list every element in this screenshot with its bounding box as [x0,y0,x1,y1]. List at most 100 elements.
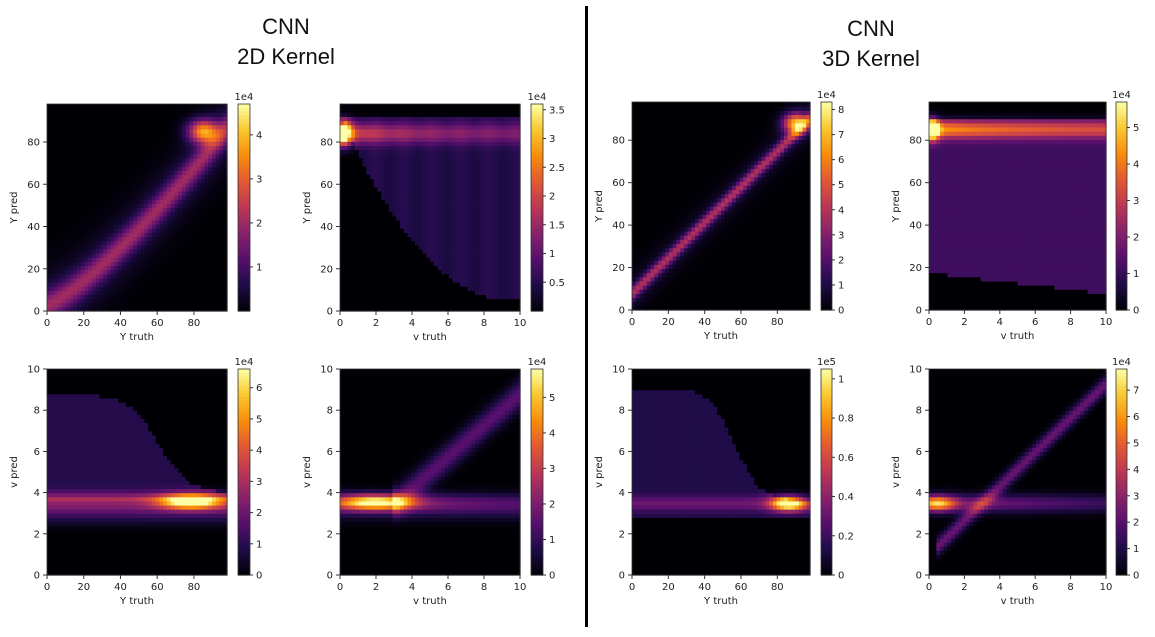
colorbar-tick-label: 1 [549,535,555,546]
colorbar-tick-label: 3 [1133,491,1139,502]
y-tick-label: 0 [619,571,625,582]
x-tick-label: 10 [514,318,527,329]
plot-frame [46,103,228,312]
colorbar-multiplier: 1e4 [1112,90,1131,101]
x-tick-label: 4 [409,318,415,329]
colorbar-multiplier: 1e4 [528,357,547,368]
plot-frame [928,368,1107,576]
x-tick-label: 6 [445,318,451,329]
colorbar-tick-label: 2 [256,218,262,229]
colorbar [1116,369,1127,576]
colorbar-frame [1115,368,1128,576]
x-tick-label: 0 [629,582,635,593]
colorbar-tick-label: 4 [1133,465,1139,476]
y-tick-label: 80 [909,136,922,147]
colorbar-tick-label: 3 [838,230,844,241]
x-axis-label: Y truth [703,331,738,342]
colorbar-tick-label: 3 [256,174,262,185]
x-tick-label: 6 [1032,317,1038,328]
heatmap-cells [47,104,228,312]
colorbar-tick-label: 2 [838,255,844,266]
colorbar-tick-label: 0.4 [838,492,854,503]
x-tick-label: 80 [188,318,201,329]
y-tick-label: 0 [916,571,922,582]
x-tick-label: 2 [961,317,967,328]
colorbar-tick-label: 5 [549,393,555,404]
colorbar-multiplier: 1e4 [817,90,836,101]
colorbar-tick-label: 8 [838,105,844,116]
y-tick-label: 2 [916,529,922,540]
y-tick-label: 6 [916,447,922,458]
x-tick-label: 80 [771,582,784,593]
colorbar-tick-label: 7 [1133,386,1139,397]
section-title-3d: CNN 3D Kernel [771,14,971,74]
colorbar-frame [530,368,544,576]
x-tick-label: 40 [698,317,711,328]
heatmap-cells [929,102,1107,311]
x-tick-label: 0 [44,582,50,593]
x-tick-label: 20 [77,582,90,593]
colorbar-tick-label: 1 [1133,269,1139,280]
y-tick-label: 40 [612,221,625,232]
colorbar-tick-label: 5 [1133,438,1139,449]
y-axis-label: Y pred [9,191,20,224]
colorbar-tick-label: 0.2 [838,531,854,542]
x-tick-label: 8 [1067,582,1073,593]
colorbar-frame [237,103,251,312]
colorbar-multiplier: 1e4 [235,357,254,368]
x-axis-label: v truth [1001,596,1035,607]
colorbar-tick-label: 3 [549,134,555,145]
colorbar-tick-label: 2 [549,192,555,203]
x-tick-label: 0 [926,582,932,593]
x-tick-label: 10 [1100,317,1113,328]
plot-frame [46,368,228,576]
colorbar-tick-label: 3 [1133,196,1139,207]
y-tick-label: 4 [34,488,40,499]
y-tick-label: 60 [27,180,40,191]
x-tick-label: 20 [662,582,675,593]
x-tick-label: 40 [114,318,127,329]
x-tick-label: 4 [409,582,415,593]
colorbar-tick-label: 1 [1133,544,1139,555]
plot-frame [339,368,521,576]
y-tick-label: 60 [320,180,333,191]
x-tick-label: 80 [771,317,784,328]
x-tick-label: 0 [44,318,50,329]
y-tick-label: 8 [916,406,922,417]
colorbar-tick-label: 1.5 [549,220,565,231]
colorbar-tick-label: 0 [838,571,844,582]
x-tick-label: 60 [735,317,748,328]
y-tick-label: 4 [327,488,333,499]
y-tick-label: 80 [612,136,625,147]
y-tick-label: 10 [909,365,922,376]
colorbar-multiplier: 1e4 [1112,357,1131,368]
x-tick-label: 60 [151,582,164,593]
colorbar-frame [820,101,833,311]
x-tick-label: 6 [1032,582,1038,593]
colorbar-tick-label: 5 [256,414,262,425]
y-axis-label: v pred [9,456,20,488]
colorbar-frame [530,103,544,312]
y-tick-label: 6 [327,447,333,458]
colorbar-tick-label: 0.6 [838,453,854,464]
colorbar-multiplier: 1e4 [528,92,547,103]
y-tick-label: 40 [909,221,922,232]
colorbar-tick-label: 6 [838,155,844,166]
section-title-2d-line2: 2D Kernel [186,42,386,72]
x-axis-label: v truth [413,332,447,343]
colorbar-tick-label: 1 [256,539,262,550]
colorbar [531,369,543,576]
colorbar-multiplier: 1e5 [817,357,836,368]
colorbar-tick-label: 4 [256,446,262,457]
colorbar-tick-label: 2 [1133,233,1139,244]
heatmap-cells [632,369,811,576]
colorbar [238,369,250,576]
x-axis-label: Y truth [119,332,154,343]
y-tick-label: 20 [27,264,40,275]
x-axis-label: v truth [413,596,447,607]
x-tick-label: 40 [114,582,127,593]
x-tick-label: 2 [373,318,379,329]
x-tick-label: 4 [997,317,1003,328]
